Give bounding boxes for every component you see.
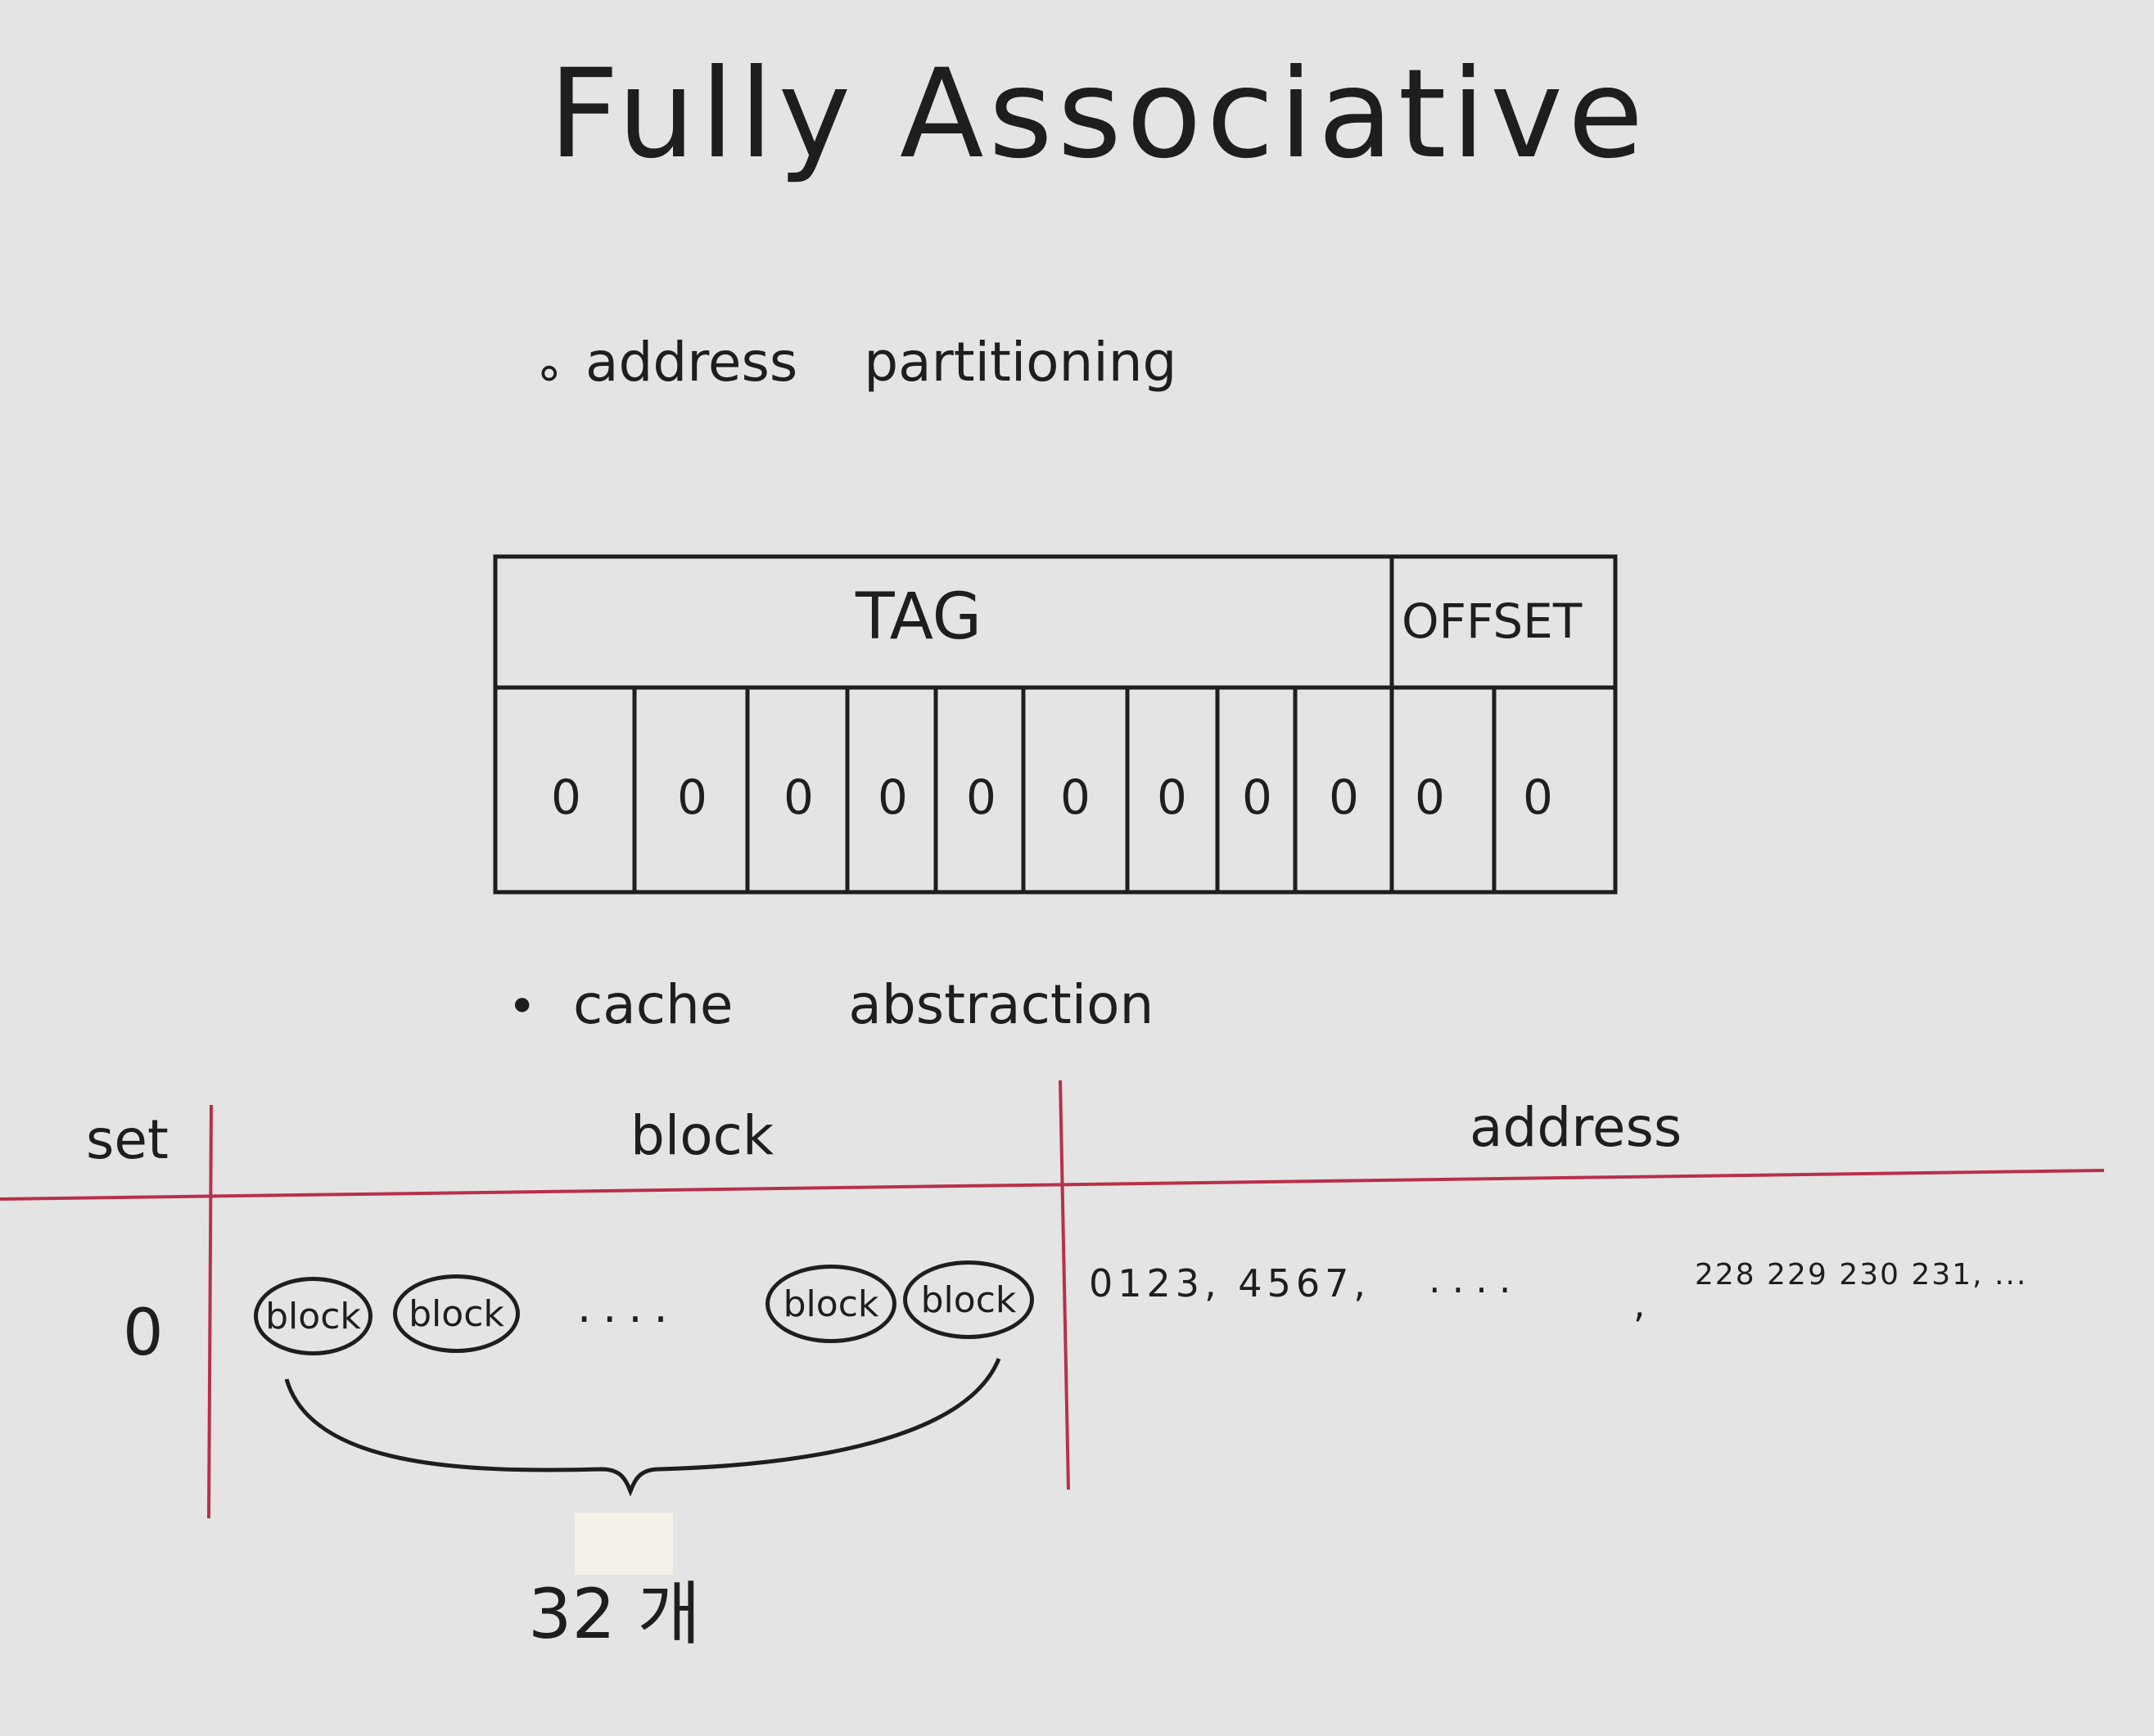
- address-box: [493, 554, 1618, 895]
- bit-value: 0: [783, 769, 814, 825]
- set-index: 0: [123, 1296, 164, 1370]
- bit-value: 0: [878, 769, 908, 825]
- bit-value: 0: [966, 769, 996, 825]
- bit-value: 0: [1329, 769, 1359, 825]
- address-separator: ,: [1633, 1282, 1646, 1326]
- section-cache-abstraction: cache abstraction: [573, 973, 1154, 1036]
- offset-label: OFFSET: [1402, 593, 1583, 649]
- bit-cell-separators: [632, 688, 1497, 892]
- tape-patch: [575, 1513, 673, 1575]
- header-block: block: [630, 1104, 774, 1167]
- block-item: block: [393, 1274, 520, 1353]
- tag-label: TAG: [856, 580, 982, 654]
- block-ellipsis: ....: [577, 1281, 680, 1332]
- bit-value: 0: [551, 769, 581, 825]
- block-item: block: [765, 1265, 896, 1343]
- table-col-rule-2: [1059, 1080, 1070, 1490]
- block-item: block: [903, 1260, 1034, 1339]
- bit-value: 0: [1242, 769, 1272, 825]
- table-col-rule-1: [207, 1104, 213, 1519]
- table-header-rule: [0, 1169, 2105, 1201]
- brace-label: 32 개: [528, 1574, 701, 1654]
- page-title: Fully Associative: [549, 43, 1649, 186]
- brace: [284, 1358, 1001, 1497]
- address-ellipsis: ....: [1429, 1257, 1523, 1301]
- bit-value: 0: [1523, 769, 1553, 825]
- address-end: 228 229 230 231, ...: [1695, 1258, 2028, 1292]
- header-set: set: [86, 1108, 169, 1171]
- bit-value: 0: [1157, 769, 1187, 825]
- bit-value: 0: [677, 769, 707, 825]
- section-address-partitioning: address partitioning: [585, 331, 1177, 394]
- bullet-icon: ∘: [534, 344, 565, 401]
- header-address: address: [1470, 1096, 1682, 1159]
- block-item: block: [254, 1277, 373, 1355]
- bit-value: 0: [1060, 769, 1091, 825]
- bullet-icon: •: [508, 978, 537, 1035]
- address-start: 0123, 4567,: [1089, 1261, 1371, 1305]
- bit-value: 0: [1415, 769, 1445, 825]
